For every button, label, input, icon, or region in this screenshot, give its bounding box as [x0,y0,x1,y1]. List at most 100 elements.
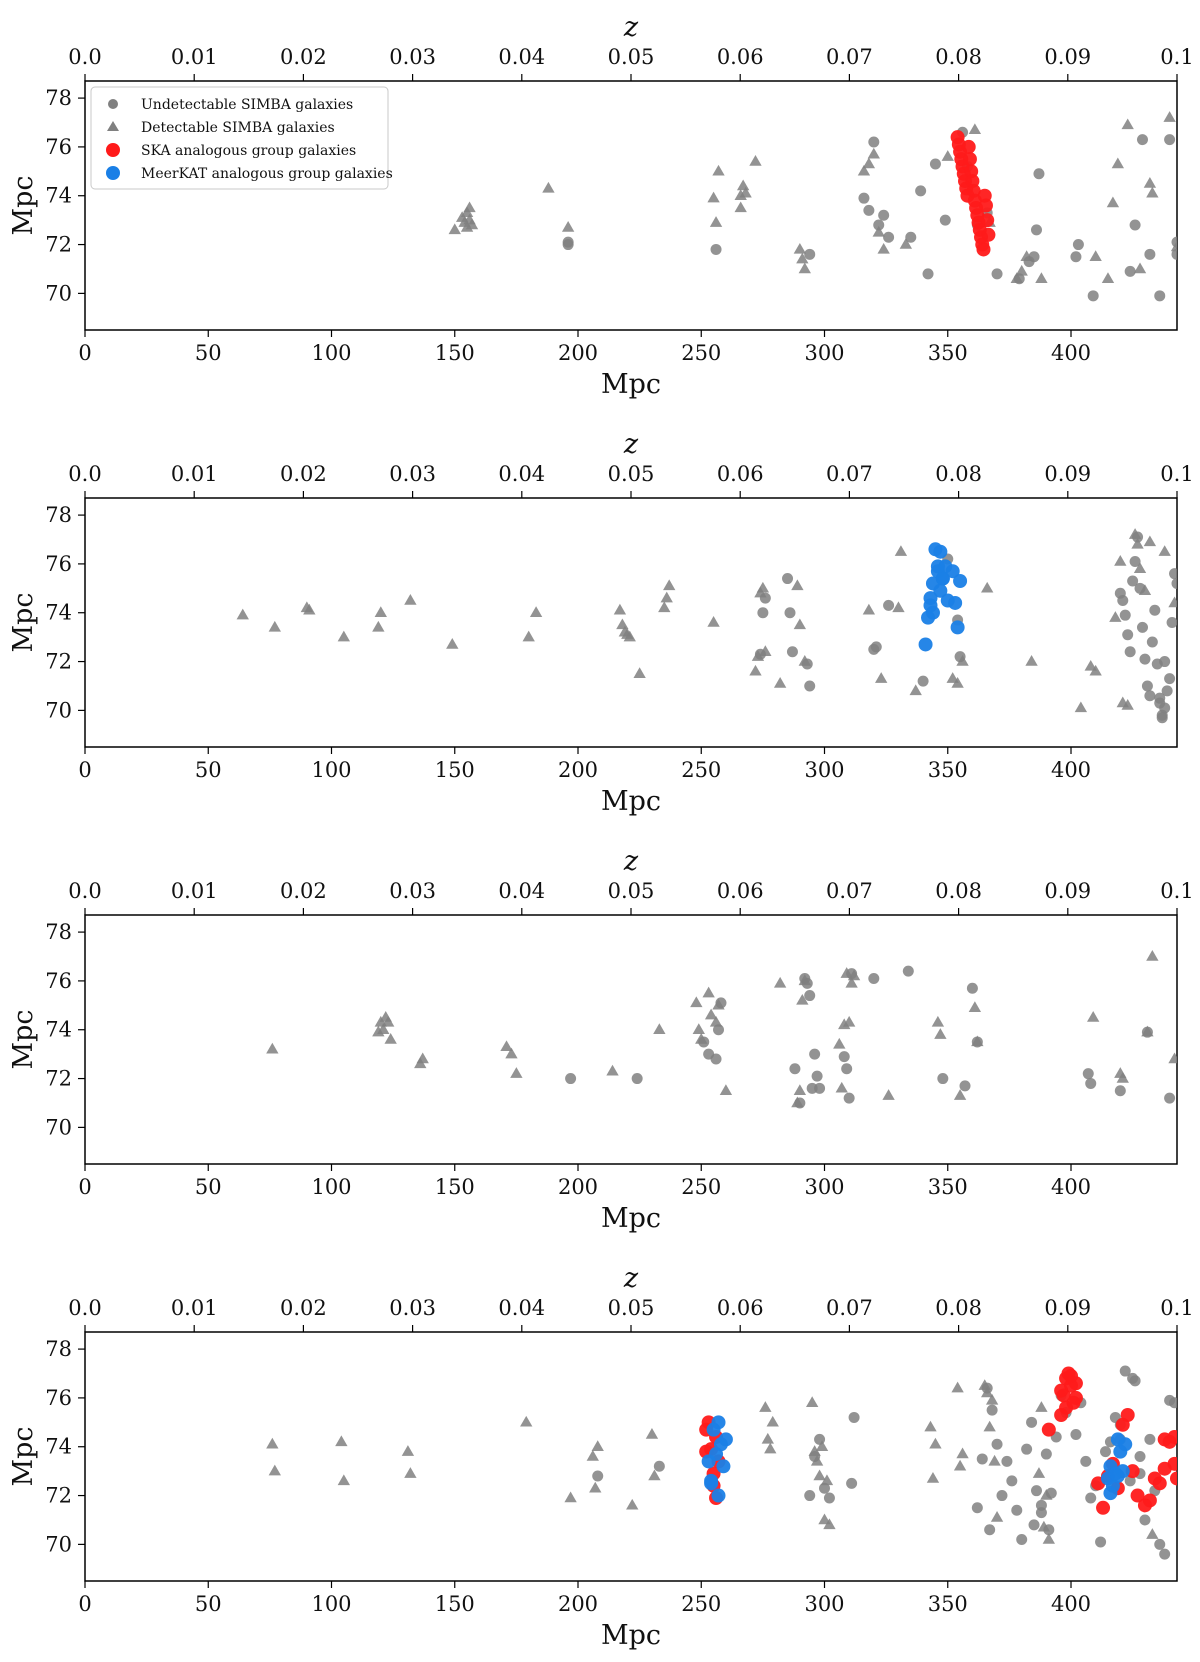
top-tick-label: 0.02 [280,462,327,486]
data-point [991,268,1003,280]
plot-frame [84,1331,1178,1582]
data-point [909,684,922,696]
data-point [1106,196,1120,208]
x-tick-label: 50 [195,758,222,782]
data-point [1025,655,1038,666]
data-point [1089,664,1102,676]
data-point [867,147,880,159]
y-axis-title: Mpc [8,175,39,235]
data-point [653,1023,666,1034]
data-point [1168,596,1177,608]
data-point [835,1081,848,1093]
top-tick-label: 0.1 [1160,45,1193,69]
data-point [956,655,969,666]
top-tick-label: 0.07 [826,45,873,69]
y-tick-label: 74 [45,1018,72,1042]
data-point [1164,673,1176,685]
top-tick-label: 0.0 [68,879,101,903]
data-point [793,1084,807,1095]
data-point [819,1482,831,1494]
data-point [613,603,627,615]
data-point [1120,1408,1135,1422]
data-point [976,1453,988,1465]
data-point [713,1024,725,1036]
y-tick-label: 70 [45,698,72,722]
series-detectable-simba-galaxies [236,528,1177,713]
data-point [953,1459,967,1471]
top-tick-label: 0.09 [1044,1296,1091,1320]
data-point [933,544,948,559]
data-point [1163,111,1176,122]
data-point [878,209,890,221]
data-point [1124,265,1136,277]
data-point [401,1445,415,1456]
data-point [796,252,809,264]
data-point [883,231,895,243]
data-point [1021,1443,1033,1455]
data-point [981,227,996,242]
data-point [990,1511,1004,1522]
data-point [991,1438,1003,1450]
data-point [1131,537,1144,549]
top-tick-label: 0.04 [498,462,545,486]
y-axis-title: Mpc [8,1426,39,1486]
data-point [930,559,945,574]
data-point [592,1470,604,1482]
data-point [983,1420,996,1432]
data-point [266,1042,279,1054]
legend-label: Undetectable SIMBA galaxies [141,97,353,113]
data-point [862,157,876,169]
top-tick-label: 0.04 [498,45,545,69]
x-tick-label: 150 [435,758,475,782]
top-tick-label: 0.03 [389,879,436,903]
top-tick-label: 0.05 [608,45,655,69]
data-point [925,605,940,620]
points [236,528,1177,724]
data-point [463,201,476,213]
x-tick-label: 200 [558,341,598,365]
data-point [981,581,994,593]
legend-marker [106,143,120,157]
data-point [1143,177,1157,188]
top-tick-label: 0.07 [826,1296,873,1320]
points [266,950,1177,1109]
x-axis-title: Mpc [601,369,661,400]
data-point [902,965,914,977]
series-detectable-simba-galaxies [266,1379,1159,1544]
top-tick-label: 0.08 [935,462,982,486]
data-point [522,630,535,642]
data-point [806,1396,819,1408]
data-point [842,1015,856,1027]
data-point [1016,1534,1028,1545]
data-point [937,1073,949,1085]
data-point [981,1386,994,1398]
data-point [988,1454,1001,1466]
data-point [929,158,941,170]
top-tick-label: 0.02 [280,1296,327,1320]
y-tick-label: 72 [45,1484,72,1508]
data-point [716,1459,731,1474]
data-point [1042,1533,1055,1544]
data-point [382,1015,395,1027]
data-point [1109,611,1122,622]
data-point [1116,1072,1129,1083]
y-axis-title: Mpc [8,1009,39,1069]
top-tick-label: 0.08 [935,879,982,903]
data-point [712,998,725,1010]
data-point [529,606,543,617]
data-point [1074,701,1088,713]
data-point [862,603,876,615]
data-point [814,1082,826,1094]
data-point [804,1490,816,1502]
data-point [631,1073,643,1085]
data-point [337,630,351,642]
top-tick-label: 0.1 [1160,462,1193,486]
data-point [1124,1475,1136,1487]
data-point [1001,1455,1013,1467]
data-point [953,1089,967,1100]
top-tick-label: 0.07 [826,879,873,903]
data-point [951,1381,964,1393]
data-point [1142,1493,1157,1508]
data-point [707,616,720,627]
points [448,111,1177,302]
